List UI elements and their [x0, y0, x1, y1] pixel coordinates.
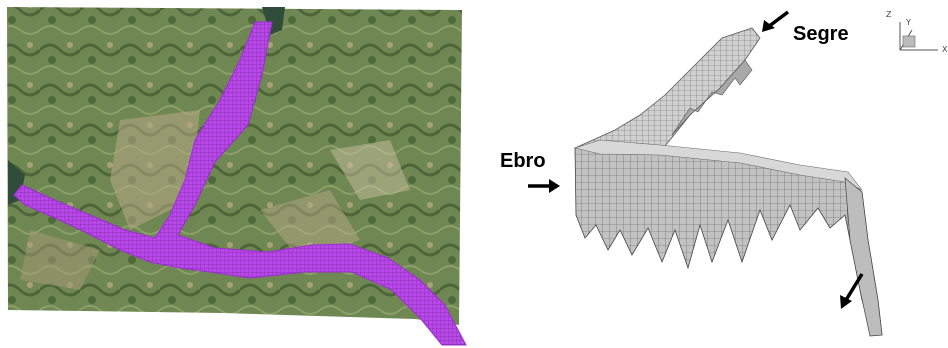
segre-branch-surface — [573, 27, 761, 153]
arrow-down-left-icon — [840, 273, 864, 309]
farmland-patch — [260, 190, 360, 260]
arrow-down-left-icon — [762, 10, 790, 32]
arrow-right-icon — [528, 179, 560, 193]
mesh-overlay — [13, 21, 467, 346]
axis-x-label: X — [942, 45, 948, 54]
farmland-patch — [330, 140, 410, 200]
axis-z-label: Z — [886, 10, 892, 19]
dark-river-segment — [262, 7, 285, 35]
ebro-label: Ebro — [500, 150, 546, 172]
mesh-model-3d — [573, 27, 883, 337]
segre-label: Segre — [793, 23, 849, 45]
axis-y-label: Y — [906, 18, 911, 27]
outflow-channel — [844, 177, 883, 337]
axis-triad-icon — [899, 22, 938, 51]
ebro-top-rim — [573, 139, 863, 191]
farmland-patch — [20, 230, 100, 290]
satellite-map — [7, 7, 467, 346]
segre-branch-side — [671, 59, 753, 136]
